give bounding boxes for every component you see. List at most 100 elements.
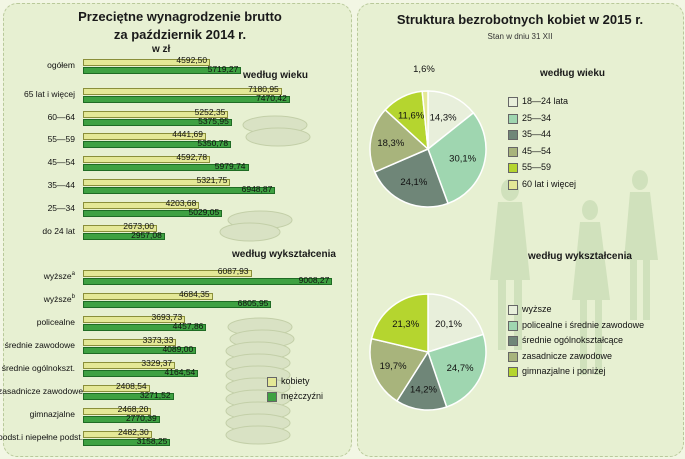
bar-men [83, 416, 160, 423]
pie-legend-swatch [508, 320, 518, 331]
value-label-men: 5979,74 [214, 161, 246, 171]
pie-legend-label: wyższe [522, 304, 552, 314]
pie-value-label: 20,1% [435, 319, 462, 330]
pie-slice [421, 90, 429, 150]
salary-section-education: według wykształcenia [232, 249, 336, 260]
bar-women [83, 111, 229, 118]
value-label-women: 7180,95 [248, 84, 279, 94]
value-label-women: 2468,20 [117, 404, 149, 414]
value-label-men: 6948,87 [241, 184, 273, 194]
value-label-women: 2482,30 [117, 427, 149, 437]
bar-men [83, 301, 272, 308]
legend-swatch-men [267, 392, 277, 402]
pie-chart-education: 20,1% 24,7% 14,2% 19,7% 21,3% [369, 293, 487, 411]
legend-label-men: mężczyźni [281, 391, 324, 401]
pie-slice [373, 147, 449, 208]
pie-slice [427, 90, 475, 151]
value-label-men: 6805,95 [237, 298, 269, 308]
bar-men [83, 370, 199, 377]
category-label: wyższea [43, 271, 75, 281]
category-label: ogółem [47, 60, 75, 70]
unemployment-title: Struktura bezrobotnych kobiet w 2015 r. [396, 12, 644, 27]
pie-value-label: 24,1% [400, 177, 427, 188]
pie-legend-swatch [508, 130, 518, 140]
bar-men [83, 164, 249, 171]
category-label: 25—34 [47, 203, 75, 213]
pie-legend-label: gimnazjalne i poniżej [522, 366, 606, 376]
unemployment-subtitle: Stan w dniu 31 XII [487, 32, 553, 41]
pie-legend-swatch [508, 179, 518, 190]
value-label-women: 4684,35 [178, 289, 210, 299]
pie-legend-swatch [508, 163, 518, 173]
category-label: średnie ogólnokszt. [1, 363, 75, 373]
bar-men [83, 324, 207, 331]
pie-legend-label: 45—54 [522, 145, 552, 156]
value-label-men: 4089,00 [162, 344, 194, 354]
category-label: 60—64 [47, 112, 75, 122]
bar-men [83, 119, 232, 126]
pie-value-label: 19,7% [380, 361, 407, 372]
value-label-men: 3271,52 [139, 390, 171, 400]
bar-women [83, 431, 152, 438]
pie-slice [427, 293, 485, 354]
pie-value-label: 21,3% [392, 319, 419, 330]
pie-legend-swatch [508, 146, 518, 157]
bar-women [83, 179, 231, 186]
bar-men [83, 393, 174, 400]
bar-women [83, 156, 211, 163]
bar-men [83, 96, 290, 103]
pie-slice [369, 337, 430, 403]
pie-value-label: 14,3% [430, 113, 457, 124]
pie-slice [427, 111, 487, 205]
legend-label-women: kobiety [281, 376, 310, 386]
pie-legend-label: policealne i średnie zawodowe [522, 319, 645, 330]
category-label: 45—54 [47, 157, 75, 167]
value-label-women: 2673,00 [123, 221, 154, 231]
pie-legend-swatch [508, 351, 518, 362]
salary-unit: w zł [152, 44, 171, 55]
pie-edu-title: według wykształcenia [528, 251, 632, 262]
bar-women [83, 225, 157, 232]
salary-title-line1: Przeciętne wynagrodzenie brutto [78, 9, 282, 24]
value-label-men: 5350,78 [197, 138, 229, 148]
bar-women [83, 202, 200, 209]
value-label-women: 5321,75 [196, 175, 228, 185]
pie-value-label: 11,6% [398, 110, 425, 121]
footnote-mark: b [71, 294, 75, 301]
women-silhouettes-decoration [490, 170, 658, 375]
bar-men [83, 233, 165, 240]
value-label-women: 4203,68 [165, 198, 197, 208]
bar-men [83, 439, 171, 446]
bar-men [83, 278, 333, 285]
pie-value-label: 30,1% [449, 154, 476, 165]
pie-legend-label: 25—34 [522, 112, 552, 123]
pie-legend-swatch [508, 305, 518, 315]
value-label-men: 3158,25 [136, 436, 168, 446]
category-label: 55—59 [47, 134, 75, 144]
legend-swatch-women [267, 377, 277, 387]
footnote-mark: a [71, 271, 75, 278]
pie-legend-label: 60 lat i więcej [522, 178, 577, 189]
value-label-men: 4164,54 [164, 367, 196, 377]
pie-legend-swatch [508, 336, 518, 346]
salary-panel [3, 3, 352, 457]
value-label-men: 5375,95 [198, 116, 229, 126]
category-label: gimnazjalne [29, 409, 75, 419]
pie-slice [395, 350, 448, 411]
bar-women [83, 88, 282, 95]
coin-stacks-decoration [219, 115, 311, 445]
pie-legend-label: 55—59 [522, 162, 552, 172]
value-label-women: 2408,54 [115, 381, 147, 391]
salary-title-line2: za październik 2014 r. [113, 27, 247, 42]
bar-men [83, 187, 276, 194]
category-label: średnie zawodowe [4, 340, 75, 350]
value-label-women: 4592,78 [176, 152, 208, 162]
bar-women [83, 316, 186, 323]
category-label: do 24 lat [42, 226, 75, 236]
pie-value-label: 18,3% [377, 138, 404, 149]
value-label-men: 7470,42 [256, 93, 287, 103]
pie-value-label: 24,7% [447, 363, 474, 374]
pie-chart-age: 14,3% 30,1% 24,1% 18,3% 11,6% 1,6% [369, 64, 487, 208]
value-label-men: 4457,86 [172, 321, 204, 331]
category-label: 65 lat i więcej [23, 89, 75, 99]
